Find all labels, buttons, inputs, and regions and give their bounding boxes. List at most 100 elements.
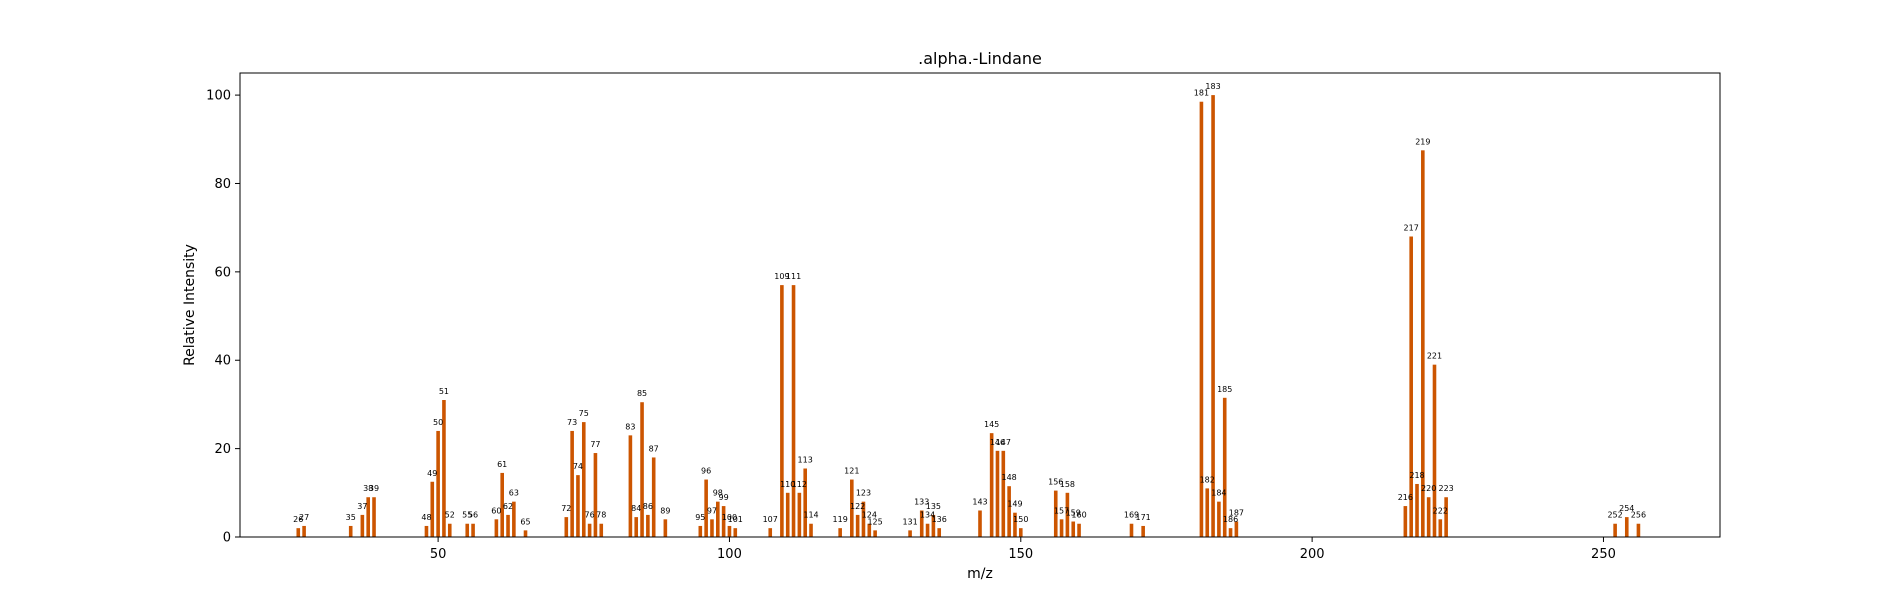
x-axis-ticks: 50 100 150 200 250 (430, 537, 1616, 562)
peak-bar (710, 519, 714, 537)
peak-label: 76 (585, 511, 595, 520)
peak-label: 186 (1223, 515, 1238, 524)
x-tick-label: 150 (1008, 547, 1033, 562)
peak-bar (1001, 450, 1006, 537)
peak-bar (1415, 483, 1419, 537)
peak-label: 96 (701, 467, 711, 476)
peak-label: 182 (1200, 475, 1215, 484)
peak-label: 133 (914, 497, 929, 506)
x-tick-label: 100 (717, 547, 742, 562)
peak-bar (780, 285, 784, 537)
peak-label: 121 (844, 467, 859, 476)
peak-bar (1438, 519, 1443, 537)
peak-bar (989, 433, 994, 537)
peak-label: 89 (660, 506, 670, 515)
peak-label: 26 (293, 515, 303, 524)
peak-bar (430, 481, 435, 537)
peak-label: 221 (1427, 352, 1442, 361)
x-axis-label: m/z (967, 566, 993, 582)
peak-bar (1421, 150, 1425, 537)
peak-bar (494, 519, 499, 537)
peak-bar (1071, 521, 1076, 537)
peak-bar (570, 430, 574, 537)
peak-label: 184 (1211, 489, 1226, 498)
peak-bar (1013, 512, 1017, 537)
peak-bar (646, 514, 650, 537)
x-tick-label: 50 (430, 547, 447, 562)
peak-bar (919, 510, 924, 537)
peak-label: 107 (763, 515, 778, 524)
peak-bar (1077, 523, 1081, 537)
peak-bar (698, 525, 703, 537)
peak-bar (500, 472, 504, 537)
peak-label: 146 (990, 438, 1005, 447)
peak-label: 86 (643, 502, 653, 511)
peak-label: 99 (719, 493, 729, 502)
peak-label: 51 (439, 387, 449, 396)
peak-label: 217 (1404, 224, 1419, 233)
plot-frame (239, 72, 1721, 538)
peak-label: 223 (1438, 484, 1453, 493)
peak-bar (372, 497, 376, 537)
peak-bar (1409, 236, 1413, 537)
peak-bar (1065, 492, 1070, 537)
peak-bar (465, 523, 470, 537)
peak-label: 35 (346, 513, 356, 522)
peak-label: 100 (722, 513, 737, 522)
peak-label: 50 (433, 418, 443, 427)
y-axis-label: Relative Intensity (182, 244, 198, 366)
x-tick-label: 250 (1591, 547, 1616, 562)
peak-bar (1228, 528, 1233, 537)
peak-label: 222 (1433, 506, 1448, 515)
peak-label: 159 (1066, 509, 1081, 518)
peak-label: 113 (798, 456, 813, 465)
peak-label: 135 (926, 502, 941, 511)
peak-label: 85 (637, 389, 647, 398)
peak-bar (1205, 488, 1210, 537)
peak-bar (716, 501, 720, 537)
peak-bar (721, 506, 726, 537)
peak-label: 147 (996, 438, 1011, 447)
peak-bar (733, 528, 738, 537)
peak-label: 97 (707, 506, 717, 515)
peak-bar (908, 530, 912, 537)
peak-label: 37 (357, 502, 367, 511)
peak-bar (785, 492, 790, 537)
y-tick-label: 80 (214, 177, 231, 192)
peak-bar (442, 400, 446, 537)
peak-label: 61 (497, 460, 507, 469)
peak-bar (1432, 364, 1437, 537)
peak-bar (791, 285, 796, 537)
peak-bar (1403, 506, 1408, 537)
peak-bar (1007, 486, 1011, 537)
peak-bar (1018, 528, 1023, 537)
peak-label: 123 (856, 489, 871, 498)
chart-title: .alpha.-Lindane (918, 49, 1042, 68)
peak-bar (978, 510, 982, 537)
peak-label: 119 (833, 515, 848, 524)
peak-label: 98 (713, 489, 723, 498)
peak-label: 78 (596, 511, 606, 520)
peak-bar (855, 514, 860, 537)
peak-bar (803, 468, 807, 537)
peak-label: 74 (573, 462, 583, 471)
peak-bar (850, 479, 854, 537)
peak-bar (809, 523, 813, 537)
peak-label: 101 (728, 515, 743, 524)
peak-label: 49 (427, 469, 437, 478)
peak-label: 48 (421, 513, 431, 522)
peak-label: 39 (369, 484, 379, 493)
peak-bar (925, 523, 930, 537)
peak-bar (506, 514, 510, 537)
peak-bar (1613, 523, 1617, 537)
peak-label: 219 (1415, 137, 1430, 146)
peak-label: 187 (1229, 509, 1244, 518)
y-tick-label: 40 (214, 354, 231, 369)
peak-label: 131 (902, 517, 917, 526)
peak-bar (1426, 497, 1431, 537)
peak-bar (1222, 397, 1227, 537)
peak-label: 56 (468, 511, 478, 520)
bars-layer (296, 95, 1641, 537)
